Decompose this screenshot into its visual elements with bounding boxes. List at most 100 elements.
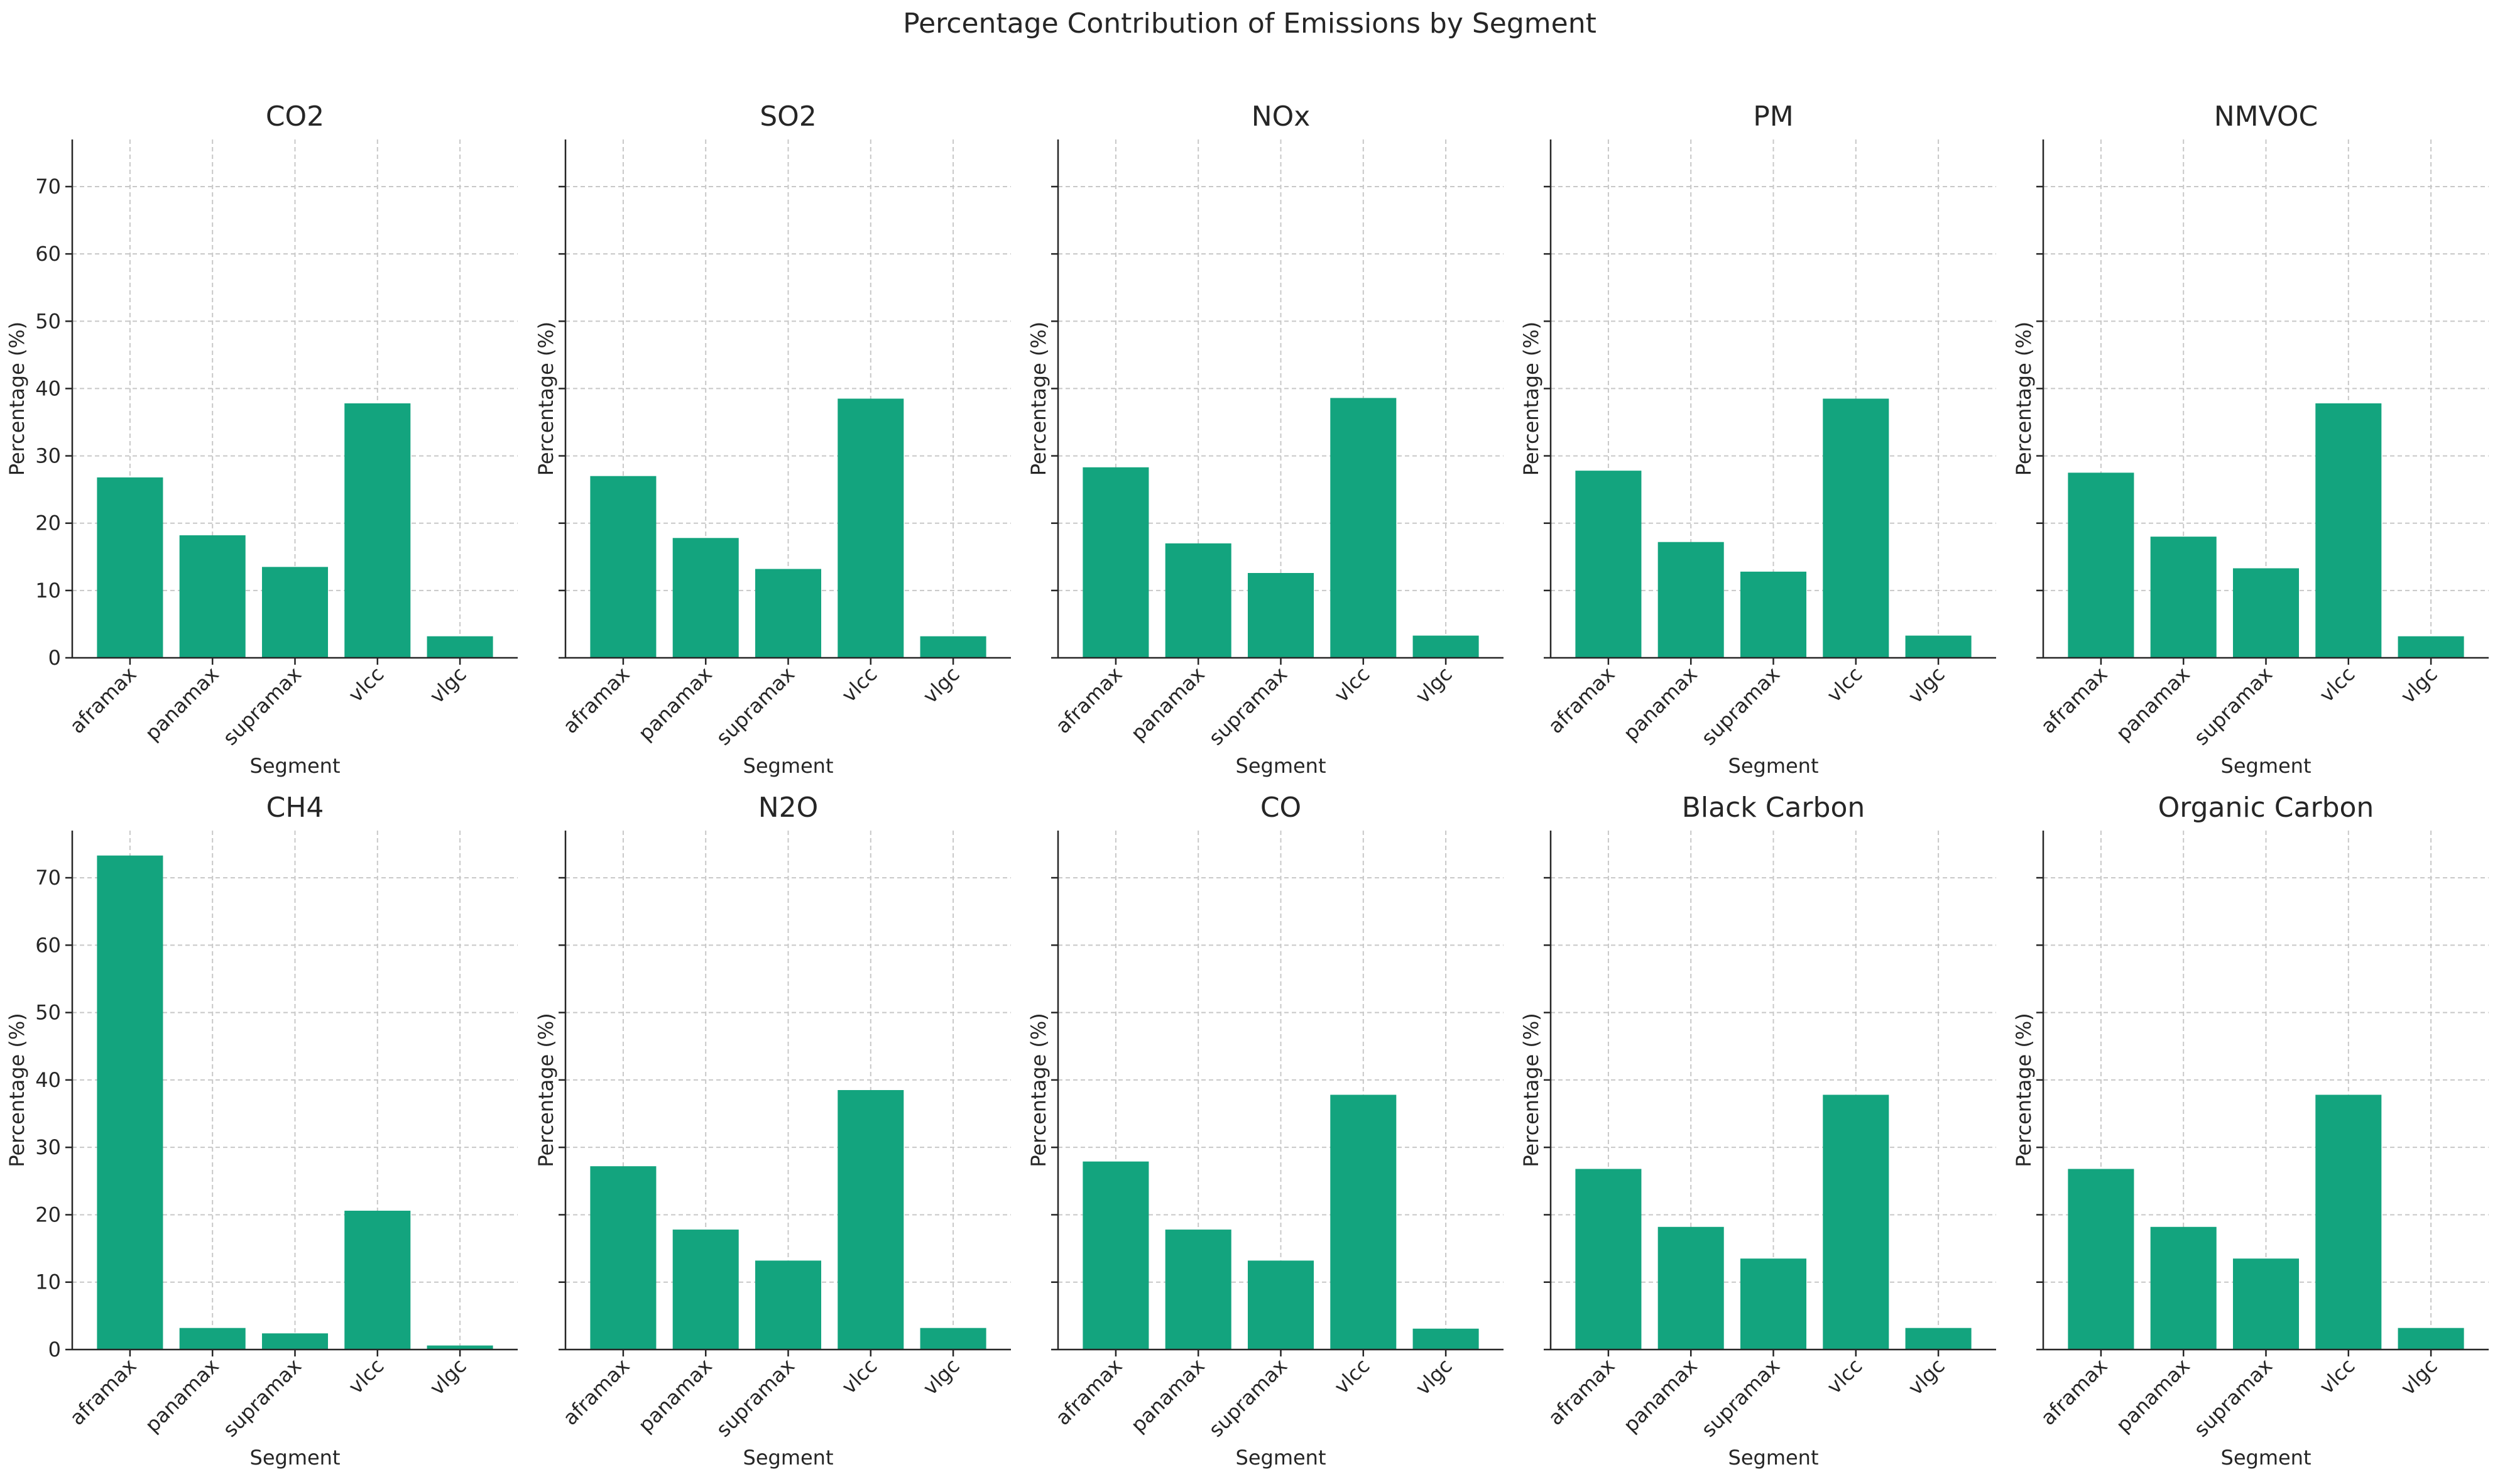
y-tick-label: 0 bbox=[48, 1338, 61, 1361]
x-tick-label: vlcc bbox=[1329, 662, 1374, 707]
x-axis-label: Segment bbox=[743, 1446, 834, 1470]
x-tick-label: aframax bbox=[558, 1354, 634, 1430]
x-tick-label: vlcc bbox=[344, 1354, 388, 1399]
panel-title: NMVOC bbox=[2214, 101, 2318, 133]
bar-nmvoc-vlgc bbox=[2398, 636, 2464, 658]
bar-so2-vlcc bbox=[838, 398, 904, 658]
bar-pm-panamax bbox=[1657, 542, 1724, 658]
panel-title: NOx bbox=[1252, 101, 1311, 133]
y-tick-label: 70 bbox=[35, 175, 61, 199]
x-tick-label: vlcc bbox=[2315, 662, 2359, 707]
y-axis-label: Percentage (%) bbox=[5, 1013, 29, 1167]
bar-organic-carbon-vlcc bbox=[2315, 1094, 2382, 1350]
bar-n2o-panamax bbox=[672, 1230, 739, 1350]
bar-ch4-vlcc bbox=[344, 1211, 411, 1350]
x-tick-label: aframax bbox=[2036, 1354, 2112, 1430]
x-axis-label: Segment bbox=[1728, 754, 1819, 778]
bar-co2-vlcc bbox=[344, 403, 411, 658]
bar-co2-supramax bbox=[261, 567, 329, 658]
y-tick-label: 20 bbox=[35, 511, 61, 535]
bar-black-carbon-aframax bbox=[1575, 1169, 1642, 1350]
x-tick-label: panamax bbox=[1126, 662, 1209, 746]
y-axis-label: Percentage (%) bbox=[2012, 322, 2036, 476]
y-tick-label: 0 bbox=[48, 646, 61, 670]
x-tick-label: aframax bbox=[1051, 1354, 1127, 1430]
y-axis-label: Percentage (%) bbox=[1027, 322, 1051, 476]
x-tick-label: vlgc bbox=[918, 662, 964, 708]
x-tick-label: vlgc bbox=[1903, 1354, 1949, 1400]
x-axis-label: Segment bbox=[2221, 1446, 2312, 1470]
bar-nox-vlcc bbox=[1330, 398, 1397, 658]
y-axis-label: Percentage (%) bbox=[534, 322, 558, 476]
panel-title: SO2 bbox=[760, 101, 817, 133]
x-tick-label: vlcc bbox=[837, 662, 882, 707]
x-tick-label: aframax bbox=[1543, 1354, 1619, 1430]
x-tick-label: panamax bbox=[2111, 662, 2195, 746]
x-axis-label: Segment bbox=[743, 754, 834, 778]
bar-ch4-aframax bbox=[97, 855, 163, 1350]
x-tick-label: vlcc bbox=[2315, 1354, 2359, 1399]
panel-title: Organic Carbon bbox=[2158, 792, 2374, 824]
bar-black-carbon-supramax bbox=[1740, 1258, 1807, 1350]
bar-so2-vlgc bbox=[920, 636, 986, 658]
x-axis-label: Segment bbox=[1236, 754, 1326, 778]
x-tick-label: aframax bbox=[1543, 662, 1619, 738]
x-tick-label: supramax bbox=[711, 662, 799, 750]
bar-co-aframax bbox=[1083, 1161, 1149, 1350]
x-tick-label: vlgc bbox=[1411, 662, 1456, 708]
y-axis-label: Percentage (%) bbox=[2012, 1013, 2036, 1167]
x-tick-label: vlgc bbox=[425, 1354, 471, 1400]
bar-n2o-aframax bbox=[590, 1166, 657, 1350]
bar-n2o-supramax bbox=[755, 1260, 822, 1350]
y-tick-label: 60 bbox=[35, 933, 61, 957]
x-tick-label: supramax bbox=[1696, 1354, 1784, 1442]
bar-black-carbon-vlcc bbox=[1823, 1094, 1889, 1350]
y-axis-label: Percentage (%) bbox=[534, 1013, 558, 1167]
x-tick-label: supramax bbox=[218, 662, 306, 750]
bar-nox-aframax bbox=[1083, 467, 1149, 658]
bar-pm-supramax bbox=[1740, 571, 1807, 658]
bar-n2o-vlgc bbox=[920, 1328, 986, 1350]
bar-co-panamax bbox=[1165, 1230, 1231, 1350]
x-tick-label: vlgc bbox=[2396, 1354, 2442, 1400]
x-tick-label: vlcc bbox=[1329, 1354, 1374, 1399]
bar-organic-carbon-panamax bbox=[2150, 1226, 2217, 1350]
panel-co2: CO2 0 10 20 30 40 50 60 70 aframaxpanamaxsupramax… bbox=[5, 101, 518, 778]
y-axis-label: Percentage (%) bbox=[5, 322, 29, 476]
bar-nmvoc-aframax bbox=[2068, 472, 2134, 658]
panel-title: PM bbox=[1753, 101, 1794, 133]
x-tick-label: vlgc bbox=[425, 662, 471, 708]
chart-panels: CO2010203040506070aframaxpanamaxsupramax… bbox=[5, 101, 2489, 1470]
x-tick-label: panamax bbox=[2111, 1354, 2195, 1438]
y-axis-label: Percentage (%) bbox=[1519, 1013, 1543, 1167]
x-axis-label: Segment bbox=[1236, 1446, 1326, 1470]
bar-organic-carbon-aframax bbox=[2068, 1169, 2134, 1350]
x-tick-label: vlgc bbox=[918, 1354, 964, 1400]
x-tick-label: panamax bbox=[1618, 1354, 1702, 1438]
x-tick-label: panamax bbox=[140, 662, 224, 746]
bar-nox-panamax bbox=[1165, 543, 1231, 658]
panel-title: CO bbox=[1260, 792, 1301, 824]
y-tick-label: 70 bbox=[35, 866, 61, 890]
x-tick-label: panamax bbox=[140, 1354, 224, 1438]
bar-black-carbon-panamax bbox=[1657, 1226, 1724, 1350]
bar-so2-panamax bbox=[672, 538, 739, 658]
y-tick-label: 40 bbox=[35, 1068, 61, 1092]
bar-nmvoc-supramax bbox=[2232, 568, 2300, 658]
bar-n2o-vlcc bbox=[838, 1090, 904, 1350]
x-axis-label: Segment bbox=[1728, 1446, 1819, 1470]
bar-nmvoc-vlcc bbox=[2315, 403, 2382, 658]
panel-title: N2O bbox=[758, 792, 819, 824]
x-tick-label: vlcc bbox=[837, 1354, 882, 1399]
x-axis-label: Segment bbox=[250, 754, 341, 778]
x-tick-label: vlcc bbox=[1822, 662, 1867, 707]
x-tick-label: vlcc bbox=[1822, 1354, 1867, 1399]
x-tick-label: panamax bbox=[633, 1354, 717, 1438]
bar-nox-vlgc bbox=[1412, 635, 1479, 658]
panel-ch4: CH4 0 10 20 30 40 50 60 70 aframaxpanamaxsupramax… bbox=[5, 792, 518, 1470]
x-axis-label: Segment bbox=[250, 1446, 341, 1470]
